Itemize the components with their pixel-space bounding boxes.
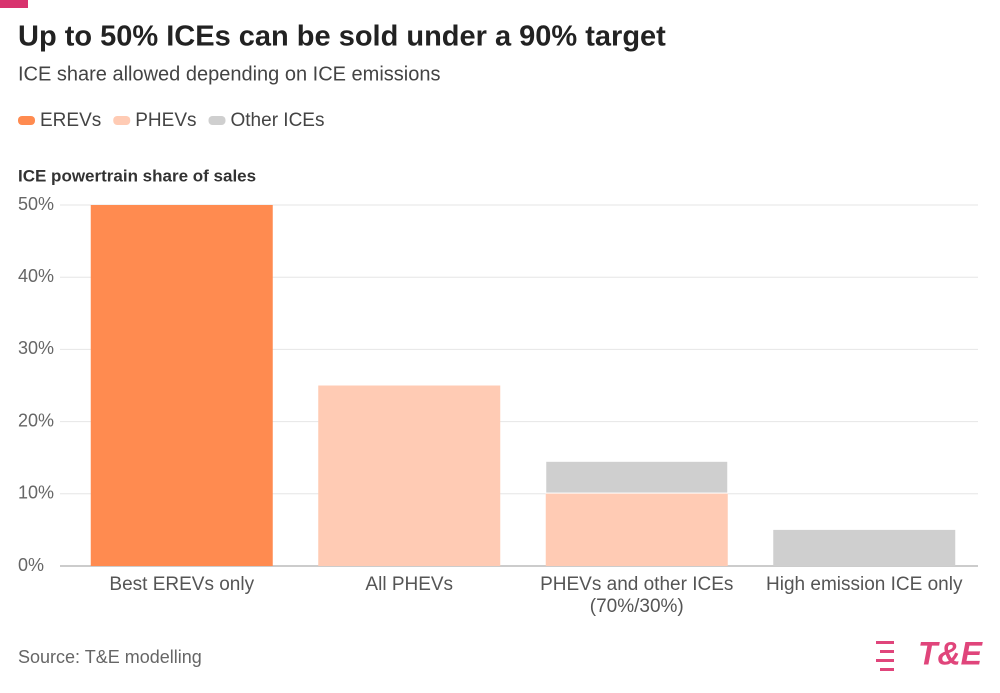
y-tick-label: 10% <box>18 483 54 503</box>
x-tick-label: Best EREVs only <box>109 574 255 595</box>
bar <box>90 205 273 566</box>
x-tick-label: High emission ICE only <box>766 574 963 595</box>
legend-label: PHEVs <box>135 110 196 131</box>
chart-title: Up to 50% ICEs can be sold under a 90% t… <box>18 21 666 53</box>
logo-stripes <box>876 641 894 671</box>
legend-swatch <box>113 116 131 125</box>
accent-bar <box>0 0 28 8</box>
y-tick-label: 30% <box>18 338 54 358</box>
bar <box>773 529 956 566</box>
bar <box>545 493 728 566</box>
y-tick-label: 40% <box>18 266 54 286</box>
chart-subtitle: ICE share allowed depending on ICE emiss… <box>18 63 440 85</box>
legend-label: EREVs <box>40 110 101 131</box>
legend-swatch <box>208 116 226 125</box>
x-tick-label: PHEVs and other ICEs (70%/30%) <box>540 574 734 617</box>
logo: T&E <box>918 635 984 671</box>
bar <box>545 460 729 494</box>
x-tick-label: All PHEVs <box>365 574 454 595</box>
bar <box>318 385 501 566</box>
source: Source: T&E modelling <box>18 647 202 667</box>
y-tick-label: 50% <box>18 194 54 214</box>
legend-swatch <box>18 116 35 125</box>
y-tick-label: 20% <box>18 410 54 430</box>
y-tick-label: 0% <box>18 555 44 575</box>
y-axis-label: ICE powertrain share of sales <box>18 166 256 185</box>
legend-label: Other ICEs <box>231 110 325 131</box>
